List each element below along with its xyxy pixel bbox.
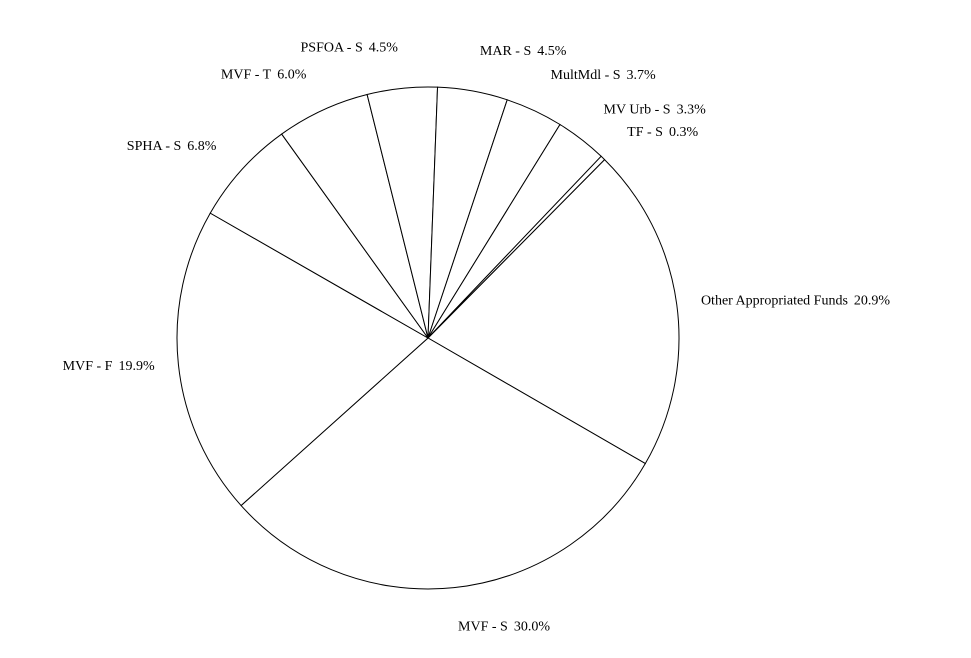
- slice-label: MVF - S 30.0%: [458, 620, 550, 635]
- slice-name: PSFOA - S: [301, 41, 363, 56]
- slice-label: MVF - T 6.0%: [221, 68, 307, 83]
- slice-label: TF - S 0.3%: [627, 125, 698, 140]
- slice-name: MultMdl - S: [551, 68, 621, 83]
- pie-slice: [209, 133, 429, 339]
- slice-value: 30.0%: [514, 620, 551, 635]
- slice-value: 4.5%: [369, 41, 399, 56]
- slice-name: MVF - F: [63, 359, 113, 374]
- slice-label: MultMdl - S 3.7%: [551, 68, 657, 83]
- slice-value: 4.5%: [537, 44, 567, 59]
- slice-value: 3.7%: [627, 68, 657, 83]
- slice-value: 6.0%: [277, 68, 307, 83]
- slice-label: MVF - F 19.9%: [63, 359, 155, 374]
- pie-slice: [427, 155, 606, 339]
- slice-name: MVF - T: [221, 68, 272, 83]
- slice-value: 19.9%: [118, 359, 155, 374]
- slice-name: SPHA - S: [127, 139, 181, 154]
- slice-name: MV Urb - S: [604, 103, 671, 118]
- slice-name: MVF - S: [458, 620, 508, 635]
- pie-slice: [176, 212, 429, 507]
- slice-name: Other Appropriated Funds: [701, 294, 848, 309]
- slice-name: TF - S: [627, 125, 663, 140]
- pie-slice: [427, 158, 680, 465]
- slice-label: MAR - S 4.5%: [480, 44, 567, 59]
- slice-label: MV Urb - S 3.3%: [604, 103, 707, 118]
- slice-name: MAR - S: [480, 44, 531, 59]
- slice-label: SPHA - S 6.8%: [127, 139, 217, 154]
- slice-value: 6.8%: [187, 139, 217, 154]
- slice-value: 3.3%: [677, 103, 707, 118]
- slice-value: 20.9%: [854, 294, 891, 309]
- slice-label: PSFOA - S 4.5%: [301, 41, 399, 56]
- pie-slice: [240, 337, 647, 590]
- slice-value: 0.3%: [669, 125, 699, 140]
- slice-label: Other Appropriated Funds 20.9%: [701, 294, 890, 309]
